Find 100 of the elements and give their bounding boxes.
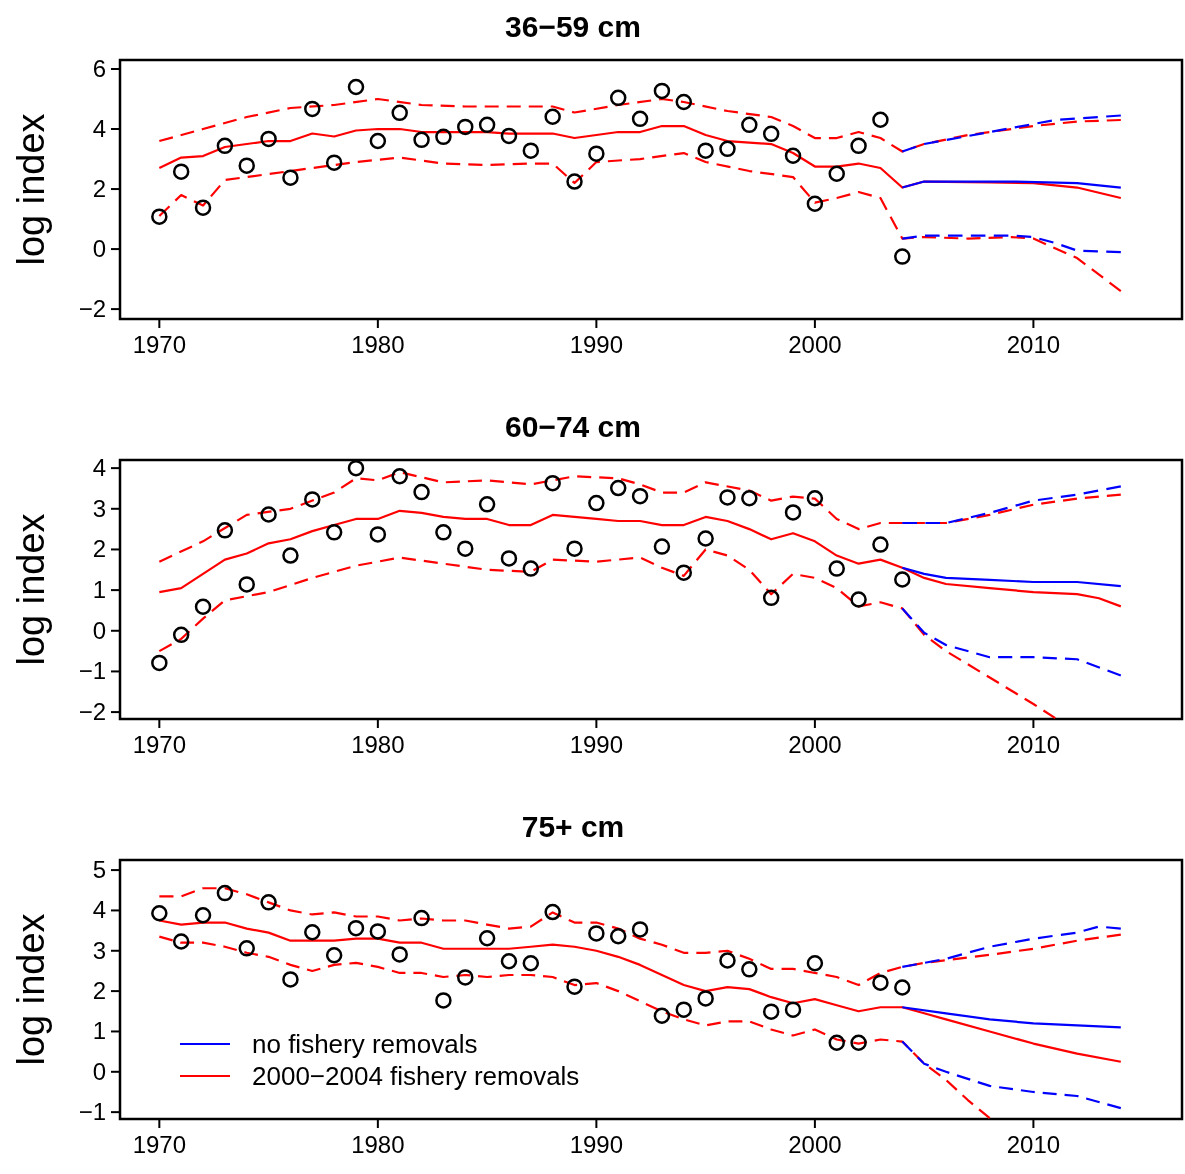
point [850,591,867,608]
point [478,930,496,947]
y-tick-label: −2 [78,295,106,323]
y-tick-label: 2 [92,535,106,563]
point [304,491,321,508]
line-series [901,925,1122,969]
y-tick-label: 1 [92,576,106,604]
chart-title: 60−74 cm [505,410,641,443]
y-tick-label: 2 [92,977,106,1005]
x-tick-label: 2000 [788,331,842,358]
point [544,903,561,921]
point [806,489,824,507]
point [544,474,561,492]
point [784,1001,802,1018]
x-tick-label: 1970 [132,1131,187,1158]
y-axis-title: log index [10,913,52,1066]
point [478,116,496,134]
line-series [901,607,1122,677]
point [369,132,387,150]
point [260,894,277,911]
point [216,137,234,155]
point [872,536,889,553]
y-axis-title: log index [10,113,52,266]
y-tick-label: 4 [92,454,106,482]
point [172,626,190,644]
point [151,654,168,672]
x-tick-label: 1970 [132,331,187,358]
point [719,489,736,506]
point [850,1034,867,1051]
x-tick-label: 1970 [132,731,187,758]
chart-title: 75+ cm [521,810,625,843]
point [413,131,430,149]
point [544,108,561,125]
legend-label: no fishery removals [252,1029,478,1059]
point [522,560,540,577]
point [413,909,430,927]
point [478,496,496,513]
line-series [158,935,991,1120]
point [500,550,518,567]
point [369,923,387,940]
point [238,940,255,957]
point [872,974,889,991]
y-tick-label: −1 [78,657,106,685]
point [194,199,212,216]
point [741,961,758,978]
point [325,154,343,171]
x-tick-label: 1990 [569,1131,624,1158]
line-series [901,1006,1122,1029]
point [741,489,758,507]
point [719,952,736,969]
point [325,524,343,541]
point [894,248,911,265]
point [741,116,758,134]
y-tick-label: −1 [78,1098,106,1126]
point [347,78,365,96]
point [304,923,321,941]
point [697,530,714,547]
point [282,971,299,988]
point [522,955,540,972]
point [588,494,605,512]
point [194,907,212,924]
line-series [158,509,1122,608]
point [631,487,649,505]
point [850,137,867,155]
point [238,157,255,174]
point [784,504,802,521]
y-tick-label: 4 [92,115,106,143]
point [500,127,518,145]
line-series [901,234,1122,254]
point [566,173,583,190]
y-tick-label: 2 [92,175,106,203]
point [653,1007,671,1024]
point [762,125,780,143]
point [435,524,452,541]
point [653,82,671,100]
legend-label: 2000−2004 fishery removals [252,1061,580,1091]
point [631,110,649,128]
x-tick-label: 2000 [788,1131,842,1158]
point [347,919,365,937]
point [609,479,627,497]
y-tick-label: 3 [92,936,106,964]
point [238,576,255,593]
point [806,955,824,972]
point [784,147,802,164]
y-axis-title: log index [10,513,52,666]
point [588,925,605,942]
x-tick-label: 1980 [351,331,405,358]
point [435,992,452,1009]
y-tick-label: 0 [92,1057,106,1085]
x-tick-label: 1980 [351,1131,405,1158]
line-series [901,566,1122,588]
y-tick-label: −2 [78,698,106,726]
x-tick-label: 2000 [788,731,842,758]
point [631,921,649,938]
x-tick-label: 1990 [569,731,624,758]
point [697,990,714,1007]
y-tick-label: 0 [92,235,106,263]
point [828,560,845,577]
point [675,1001,693,1018]
point [828,1034,845,1051]
